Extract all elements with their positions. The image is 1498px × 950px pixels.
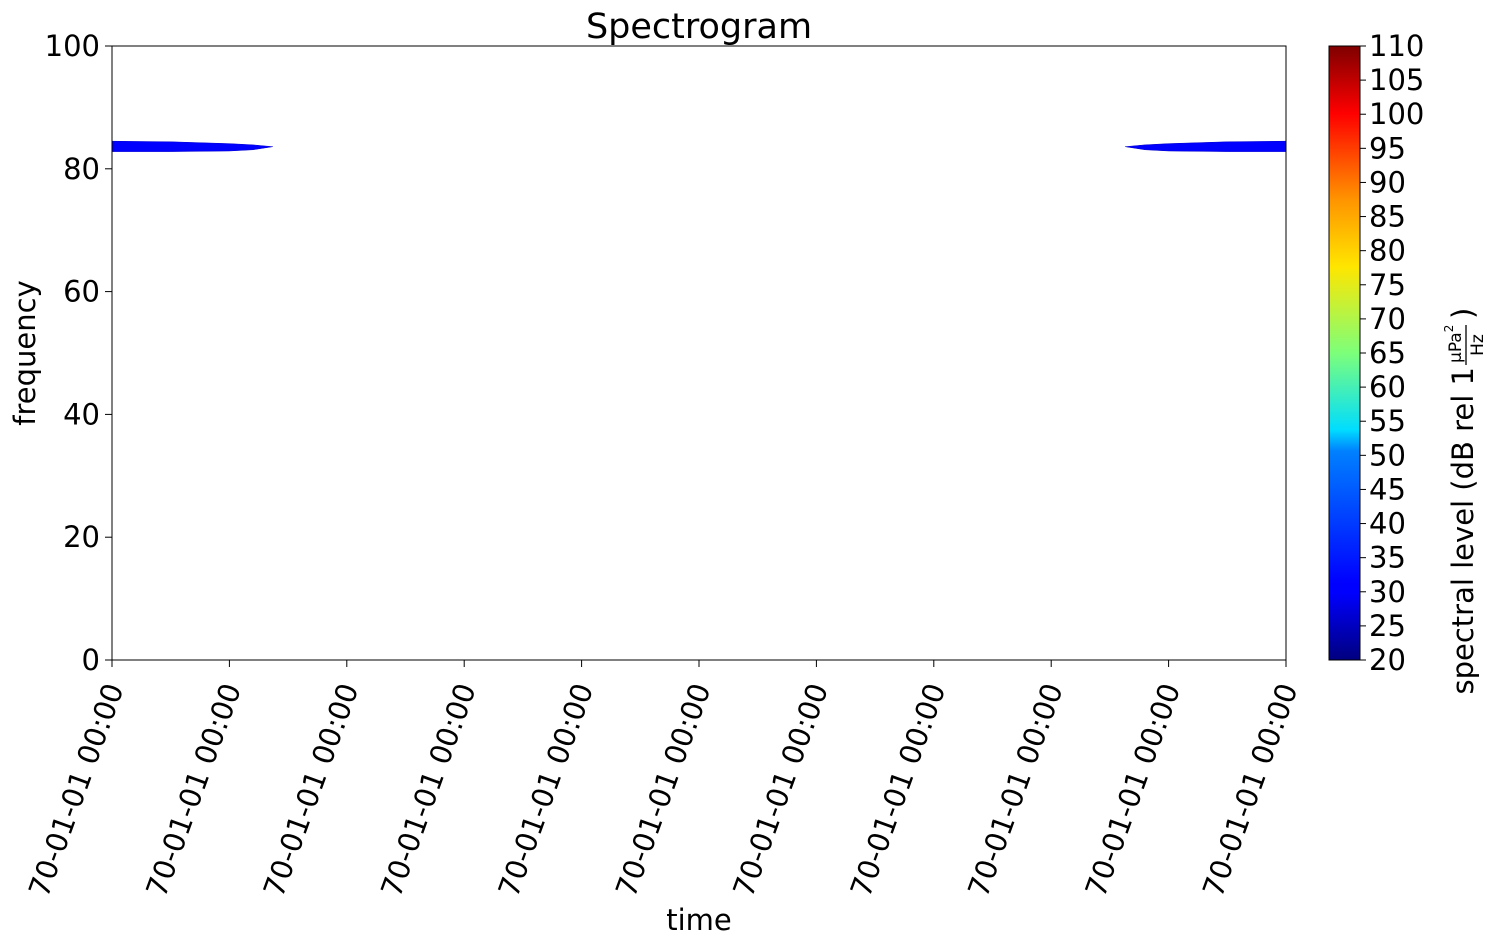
y-axis: 0 20 40 60 80 100 [45, 29, 112, 677]
x-tick-label: 70-01-01 00:00 [844, 679, 953, 902]
chart-title: Spectrogram [586, 7, 812, 47]
x-tick-label: 70-01-01 00:00 [374, 679, 483, 902]
y-tick-label: 80 [63, 152, 100, 186]
colorbar-tick-label: 35 [1369, 541, 1406, 575]
y-tick-label: 0 [82, 643, 100, 677]
colorbar-tick-label: 105 [1369, 63, 1424, 97]
colorbar-ticks: 2025303540455055606570758085909510010511… [1360, 29, 1424, 677]
colorbar-tick-label: 50 [1369, 438, 1406, 472]
colorbar-tick-label: 40 [1369, 507, 1406, 541]
colorbar-tick-label: 110 [1369, 29, 1424, 63]
colorbar-unit-numerator: μPa2 [1442, 325, 1466, 363]
x-axis: 70-01-01 00:00 70-01-01 00:00 70-01-01 00:… [22, 660, 1305, 901]
x-axis-label: time [666, 903, 732, 937]
y-tick-label: 20 [63, 520, 100, 554]
colorbar-tick-label: 100 [1369, 97, 1424, 131]
y-tick-label: 100 [45, 29, 100, 63]
colorbar-gradient [1329, 46, 1360, 660]
x-tick-label: 70-01-01 00:00 [139, 679, 248, 902]
y-axis-label: frequency [8, 280, 42, 425]
plot-area [112, 46, 1286, 660]
colorbar-unit-denominator: Hz [1468, 334, 1488, 356]
x-tick-label: 70-01-01 00:00 [1196, 679, 1305, 902]
x-tick-label: 70-01-01 00:00 [609, 679, 718, 902]
colorbar-label: spectral level (dB rel 1 μPa2 Hz ) [1442, 308, 1488, 695]
colorbar-tick-label: 70 [1369, 302, 1406, 336]
colorbar-label-suffix: ) [1446, 308, 1480, 319]
colorbar-tick-label: 25 [1369, 609, 1406, 643]
y-tick-label: 60 [63, 275, 100, 309]
colorbar-tick-label: 65 [1369, 336, 1406, 370]
colorbar-tick-label: 85 [1369, 200, 1406, 234]
x-tick-label: 70-01-01 00:00 [726, 679, 835, 902]
colorbar-unit-exp: 2 [1442, 325, 1456, 333]
colorbar-tick-label: 90 [1369, 165, 1406, 199]
colorbar-tick-label: 55 [1369, 404, 1406, 438]
colorbar-unit-num: μPa [1446, 332, 1466, 363]
colorbar-label-prefix: spectral level (dB rel 1 [1446, 367, 1480, 695]
colorbar-tick-label: 95 [1369, 131, 1406, 165]
colorbar-tick-label: 75 [1369, 268, 1406, 302]
x-tick-label: 70-01-01 00:00 [22, 679, 131, 902]
x-tick-label: 70-01-01 00:00 [257, 679, 366, 902]
colorbar-tick-label: 80 [1369, 234, 1406, 268]
colorbar-tick-label: 20 [1369, 643, 1406, 677]
spectral-bands [111, 140, 1287, 152]
x-tick-label: 70-01-01 00:00 [491, 679, 600, 902]
x-tick-label: 70-01-01 00:00 [1078, 679, 1187, 902]
x-tick-label: 70-01-01 00:00 [961, 679, 1070, 902]
spectral-band [111, 140, 273, 152]
colorbar-tick-label: 30 [1369, 575, 1406, 609]
y-tick-label: 40 [63, 397, 100, 431]
colorbar-tick-label: 45 [1369, 472, 1406, 506]
colorbar-tick-label: 60 [1369, 370, 1406, 404]
